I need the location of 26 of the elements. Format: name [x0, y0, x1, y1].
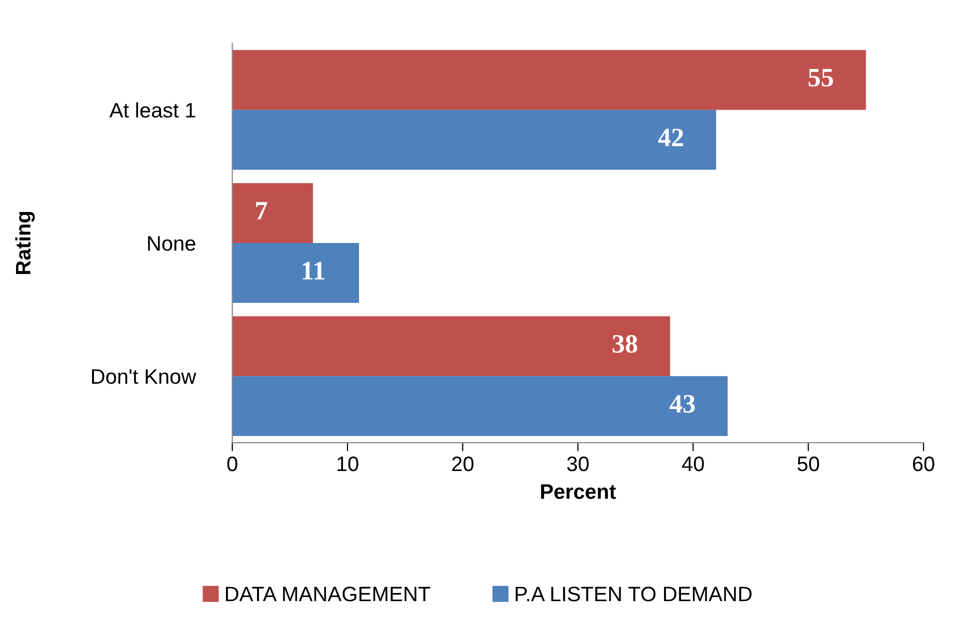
- x-tick-label: 60: [912, 456, 934, 472]
- bar: [232, 183, 313, 244]
- legend-label: P.A LISTEN TO DEMAND: [516, 586, 752, 602]
- bar: [232, 376, 728, 436]
- y-tick-label: Don't Know: [92, 369, 196, 384]
- data-label: 42: [658, 128, 684, 146]
- data-label: 43: [670, 394, 695, 413]
- data-label: 11: [302, 262, 324, 280]
- bar: [232, 110, 716, 170]
- y-axis-title: Rating: [15, 212, 35, 274]
- x-axis-title: Percent: [541, 484, 616, 499]
- x-tick-label: 40: [682, 456, 704, 472]
- data-label: 7: [256, 202, 268, 220]
- data-label: 55: [808, 68, 833, 87]
- y-tick-label: At least 1: [109, 102, 196, 118]
- x-tick-label: 30: [567, 456, 589, 472]
- bar: [232, 50, 866, 110]
- x-tick-label: 50: [798, 456, 820, 472]
- x-tick-label: 10: [338, 456, 358, 472]
- bar: [232, 316, 670, 376]
- y-tick-label: None: [148, 236, 196, 251]
- legend-label: DATA MANAGEMENT: [226, 586, 430, 602]
- data-label: 38: [612, 334, 638, 353]
- x-tick-label: 0: [227, 456, 238, 472]
- x-tick-label: 20: [452, 456, 474, 472]
- bar: [232, 243, 360, 303]
